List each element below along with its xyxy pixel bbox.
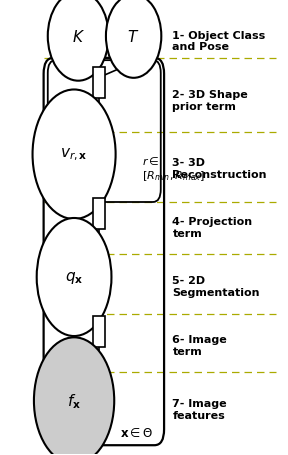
Text: 3- 3D
Reconstruction: 3- 3D Reconstruction — [173, 158, 267, 179]
Text: 7- Image
features: 7- Image features — [173, 398, 227, 420]
Text: 5- 2D
Segmentation: 5- 2D Segmentation — [173, 276, 260, 297]
Ellipse shape — [37, 218, 111, 336]
Text: $K$: $K$ — [72, 29, 85, 45]
FancyBboxPatch shape — [93, 67, 105, 99]
Text: $f_{\mathbf{x}}$: $f_{\mathbf{x}}$ — [67, 391, 81, 410]
FancyBboxPatch shape — [93, 316, 105, 348]
Text: $v_{r,\mathbf{x}}$: $v_{r,\mathbf{x}}$ — [60, 147, 88, 163]
Ellipse shape — [48, 0, 109, 81]
Text: $\mathbf{x} \in \Theta$: $\mathbf{x} \in \Theta$ — [120, 426, 153, 439]
Text: 6- Image
term: 6- Image term — [173, 335, 227, 356]
Ellipse shape — [106, 0, 161, 79]
Text: $T$: $T$ — [128, 29, 140, 45]
Ellipse shape — [33, 90, 115, 220]
Text: $q_{\mathbf{x}}$: $q_{\mathbf{x}}$ — [65, 269, 83, 285]
Text: $r \in$
$[R_{min},R_{max}]$: $r \in$ $[R_{min},R_{max}]$ — [142, 155, 205, 182]
Text: 2- 3D Shape
prior term: 2- 3D Shape prior term — [173, 90, 248, 111]
Ellipse shape — [34, 338, 114, 455]
Text: 1- Object Class
and Pose: 1- Object Class and Pose — [173, 31, 266, 52]
Text: 4- Projection
term: 4- Projection term — [173, 217, 253, 238]
FancyBboxPatch shape — [93, 198, 105, 230]
